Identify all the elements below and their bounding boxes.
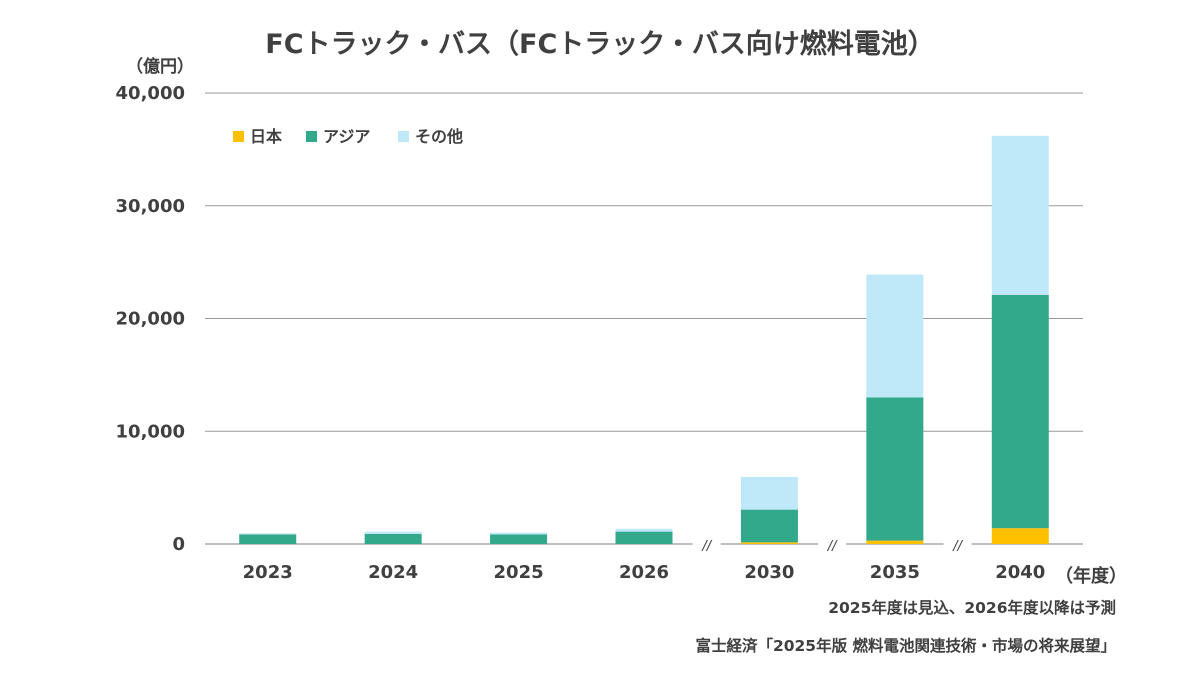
bar-segment: [740, 542, 798, 544]
bar-segment: [866, 397, 924, 541]
y-axis-unit-label: （億円）: [126, 57, 194, 77]
bar-segment: [490, 532, 548, 535]
bar-segment: [364, 531, 422, 534]
x-tick-label: 2026: [619, 562, 669, 583]
y-tick-label: 40,000: [116, 83, 185, 104]
y-tick-label: 10,000: [116, 421, 185, 442]
x-tick-label: 2025: [494, 562, 544, 583]
bar-segment: [364, 533, 422, 544]
bar-segment: [991, 528, 1049, 544]
bar-segment: [239, 534, 297, 544]
bar-segment: [866, 274, 924, 398]
axis-break-gap: [943, 541, 972, 547]
bar-segment: [239, 533, 297, 535]
bar-segment: [740, 476, 798, 510]
x-axis-unit-label: （年度）: [1055, 566, 1127, 587]
bar-segment: [991, 294, 1049, 529]
legend-swatch: [306, 131, 317, 142]
y-tick-label: 20,000: [116, 309, 185, 330]
chart-title: FCトラック・バス（FCトラック・バス向け燃料電池）: [265, 29, 935, 60]
axis-break-mark: //: [827, 539, 838, 554]
bar-segment: [740, 509, 798, 543]
x-tick-label: 2035: [870, 562, 920, 583]
axis-break-mark: //: [701, 539, 712, 554]
forecast-note: 2025年度は見込、2026年度以降は予測: [828, 599, 1116, 617]
x-tick-label: 2023: [243, 562, 293, 583]
legend-label: 日本: [250, 127, 282, 146]
bar-segment: [615, 528, 673, 532]
legend-label: アジア: [323, 127, 370, 146]
y-tick-label: 30,000: [116, 196, 185, 217]
axis-break-gap: [692, 541, 721, 547]
legend-label: その他: [415, 127, 463, 146]
x-tick-label: 2040: [995, 562, 1045, 583]
legend-swatch: [398, 131, 409, 142]
x-tick-label: 2024: [368, 562, 418, 583]
source-note: 富士経済「2025年版 燃料電池関連技術・市場の将来展望」: [695, 637, 1116, 655]
bar-segment: [866, 540, 924, 544]
axis-break-gap: [818, 541, 847, 547]
bar-segment: [490, 534, 548, 544]
axis-break-mark: //: [952, 539, 963, 554]
bar-segment: [615, 531, 673, 544]
x-tick-label: 2030: [744, 562, 794, 583]
y-tick-label: 0: [172, 534, 185, 555]
legend-swatch: [233, 131, 244, 142]
bar-segment: [991, 135, 1049, 295]
